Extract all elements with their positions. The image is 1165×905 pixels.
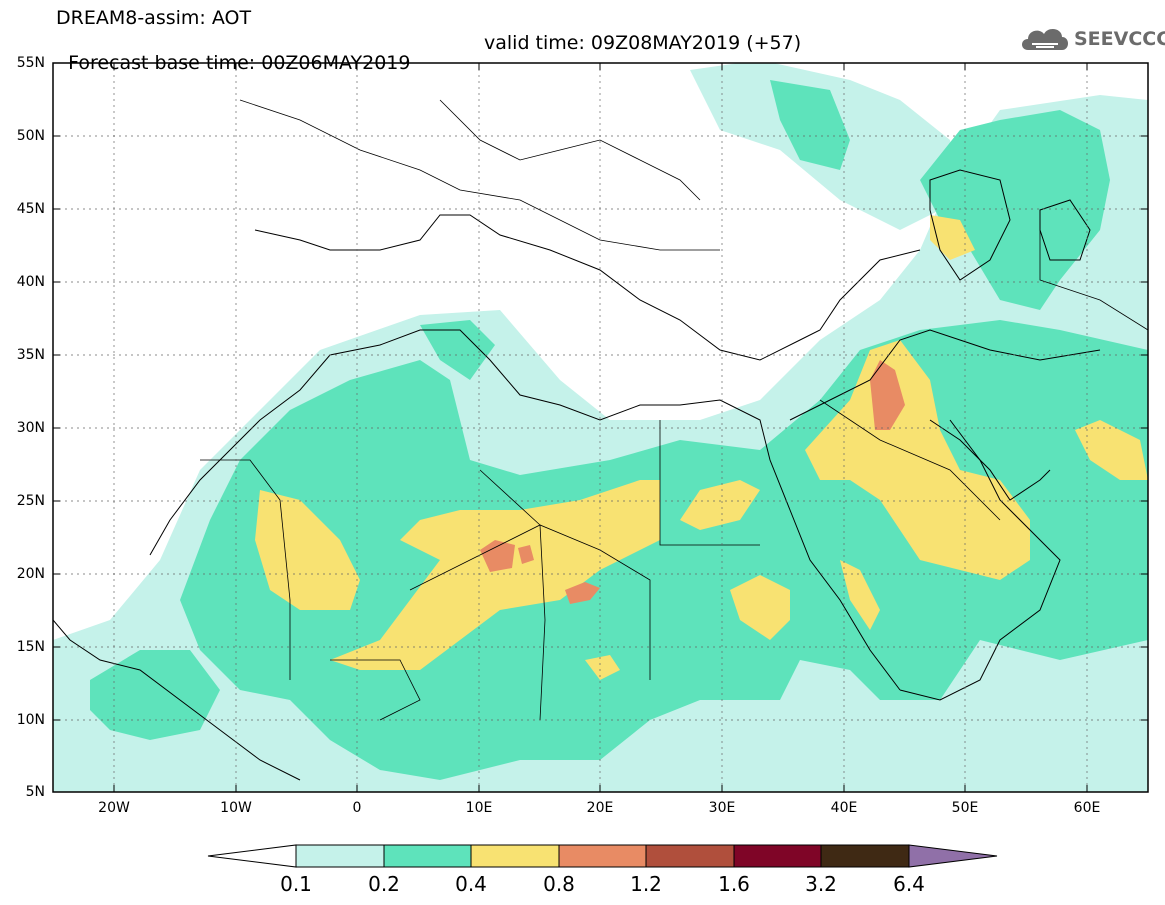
colorbar-label: 1.6 (718, 872, 750, 896)
colorbar-bin-6 (733, 844, 822, 868)
lon-label: 60E (1073, 800, 1101, 816)
colorbar-label: 1.2 (630, 872, 662, 896)
colorbar-label: 0.8 (543, 872, 575, 896)
lat-label: 40N (16, 274, 45, 290)
axis-ticks (53, 62, 1148, 792)
valid-time: valid time: 09Z08MAY2019 (+57) (484, 32, 802, 54)
borders (200, 99, 1148, 721)
seevccc-logo: SEEVCCC (1018, 22, 1165, 58)
colorbar (207, 844, 998, 868)
colorbar-bin-7 (820, 844, 910, 868)
colorbar-bin-5 (645, 844, 735, 868)
colorbar-label: 0.4 (455, 872, 487, 896)
lat-label: 25N (16, 493, 45, 509)
colorbar-label: 3.2 (805, 872, 837, 896)
lon-label: 40E (830, 800, 858, 816)
colorbar-label: 6.4 (893, 872, 925, 896)
coastlines (53, 169, 1101, 781)
aot-level-0.8 (480, 360, 905, 604)
lon-label: 10W (220, 800, 252, 816)
lat-label: 30N (16, 420, 45, 436)
colorbar-bin-3 (470, 844, 560, 868)
lat-label: 10N (16, 712, 45, 728)
lon-label: 20E (586, 800, 614, 816)
lon-label: 30E (708, 800, 736, 816)
cloud-icon (1022, 28, 1068, 50)
lon-label: 50E (951, 800, 979, 816)
aot-level-0.4 (255, 215, 1148, 680)
logo-text: SEEVCCC (1074, 28, 1165, 50)
colorbar-arrow-low (207, 844, 297, 868)
colorbar-bin-4 (558, 844, 647, 868)
lat-label: 15N (16, 639, 45, 655)
lon-label: 10E (465, 800, 493, 816)
aot-fields (53, 63, 1148, 792)
colorbar-bin-2 (383, 844, 472, 868)
colorbar-arrow-high (908, 844, 998, 868)
lon-label: 0 (352, 800, 362, 816)
lat-label: 50N (16, 128, 45, 144)
colorbar-label: 0.1 (280, 872, 312, 896)
lon-label: 20W (98, 800, 130, 816)
lat-label: 5N (25, 784, 45, 800)
lat-label: 35N (16, 347, 45, 363)
colorbar-bin-1 (295, 844, 385, 868)
lat-label: 45N (16, 201, 45, 217)
lat-label: 55N (16, 55, 45, 71)
colorbar-label: 0.2 (368, 872, 400, 896)
gridlines (53, 63, 1148, 792)
lat-label: 20N (16, 566, 45, 582)
map-title: DREAM8-assim: AOT (56, 7, 252, 29)
